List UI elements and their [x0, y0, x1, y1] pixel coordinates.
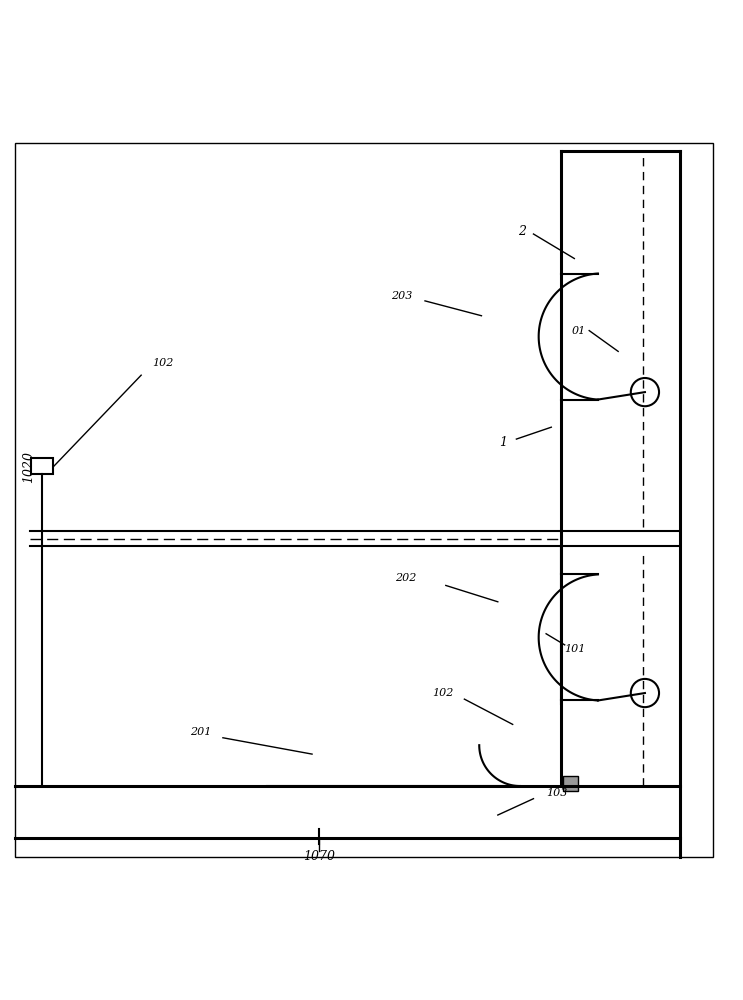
- Text: 102: 102: [432, 688, 453, 698]
- Text: 1: 1: [499, 436, 507, 449]
- Bar: [563, 776, 578, 791]
- Text: 103: 103: [546, 788, 568, 798]
- Text: 1070: 1070: [303, 850, 336, 863]
- Text: 1020: 1020: [22, 451, 35, 483]
- Text: 203: 203: [391, 291, 412, 301]
- Text: 201: 201: [190, 727, 212, 737]
- Bar: [31, 458, 53, 474]
- Text: 202: 202: [395, 573, 416, 583]
- Text: 101: 101: [565, 644, 586, 654]
- Text: 102: 102: [152, 358, 174, 368]
- Text: 01: 01: [572, 326, 586, 336]
- Text: 2: 2: [518, 225, 526, 238]
